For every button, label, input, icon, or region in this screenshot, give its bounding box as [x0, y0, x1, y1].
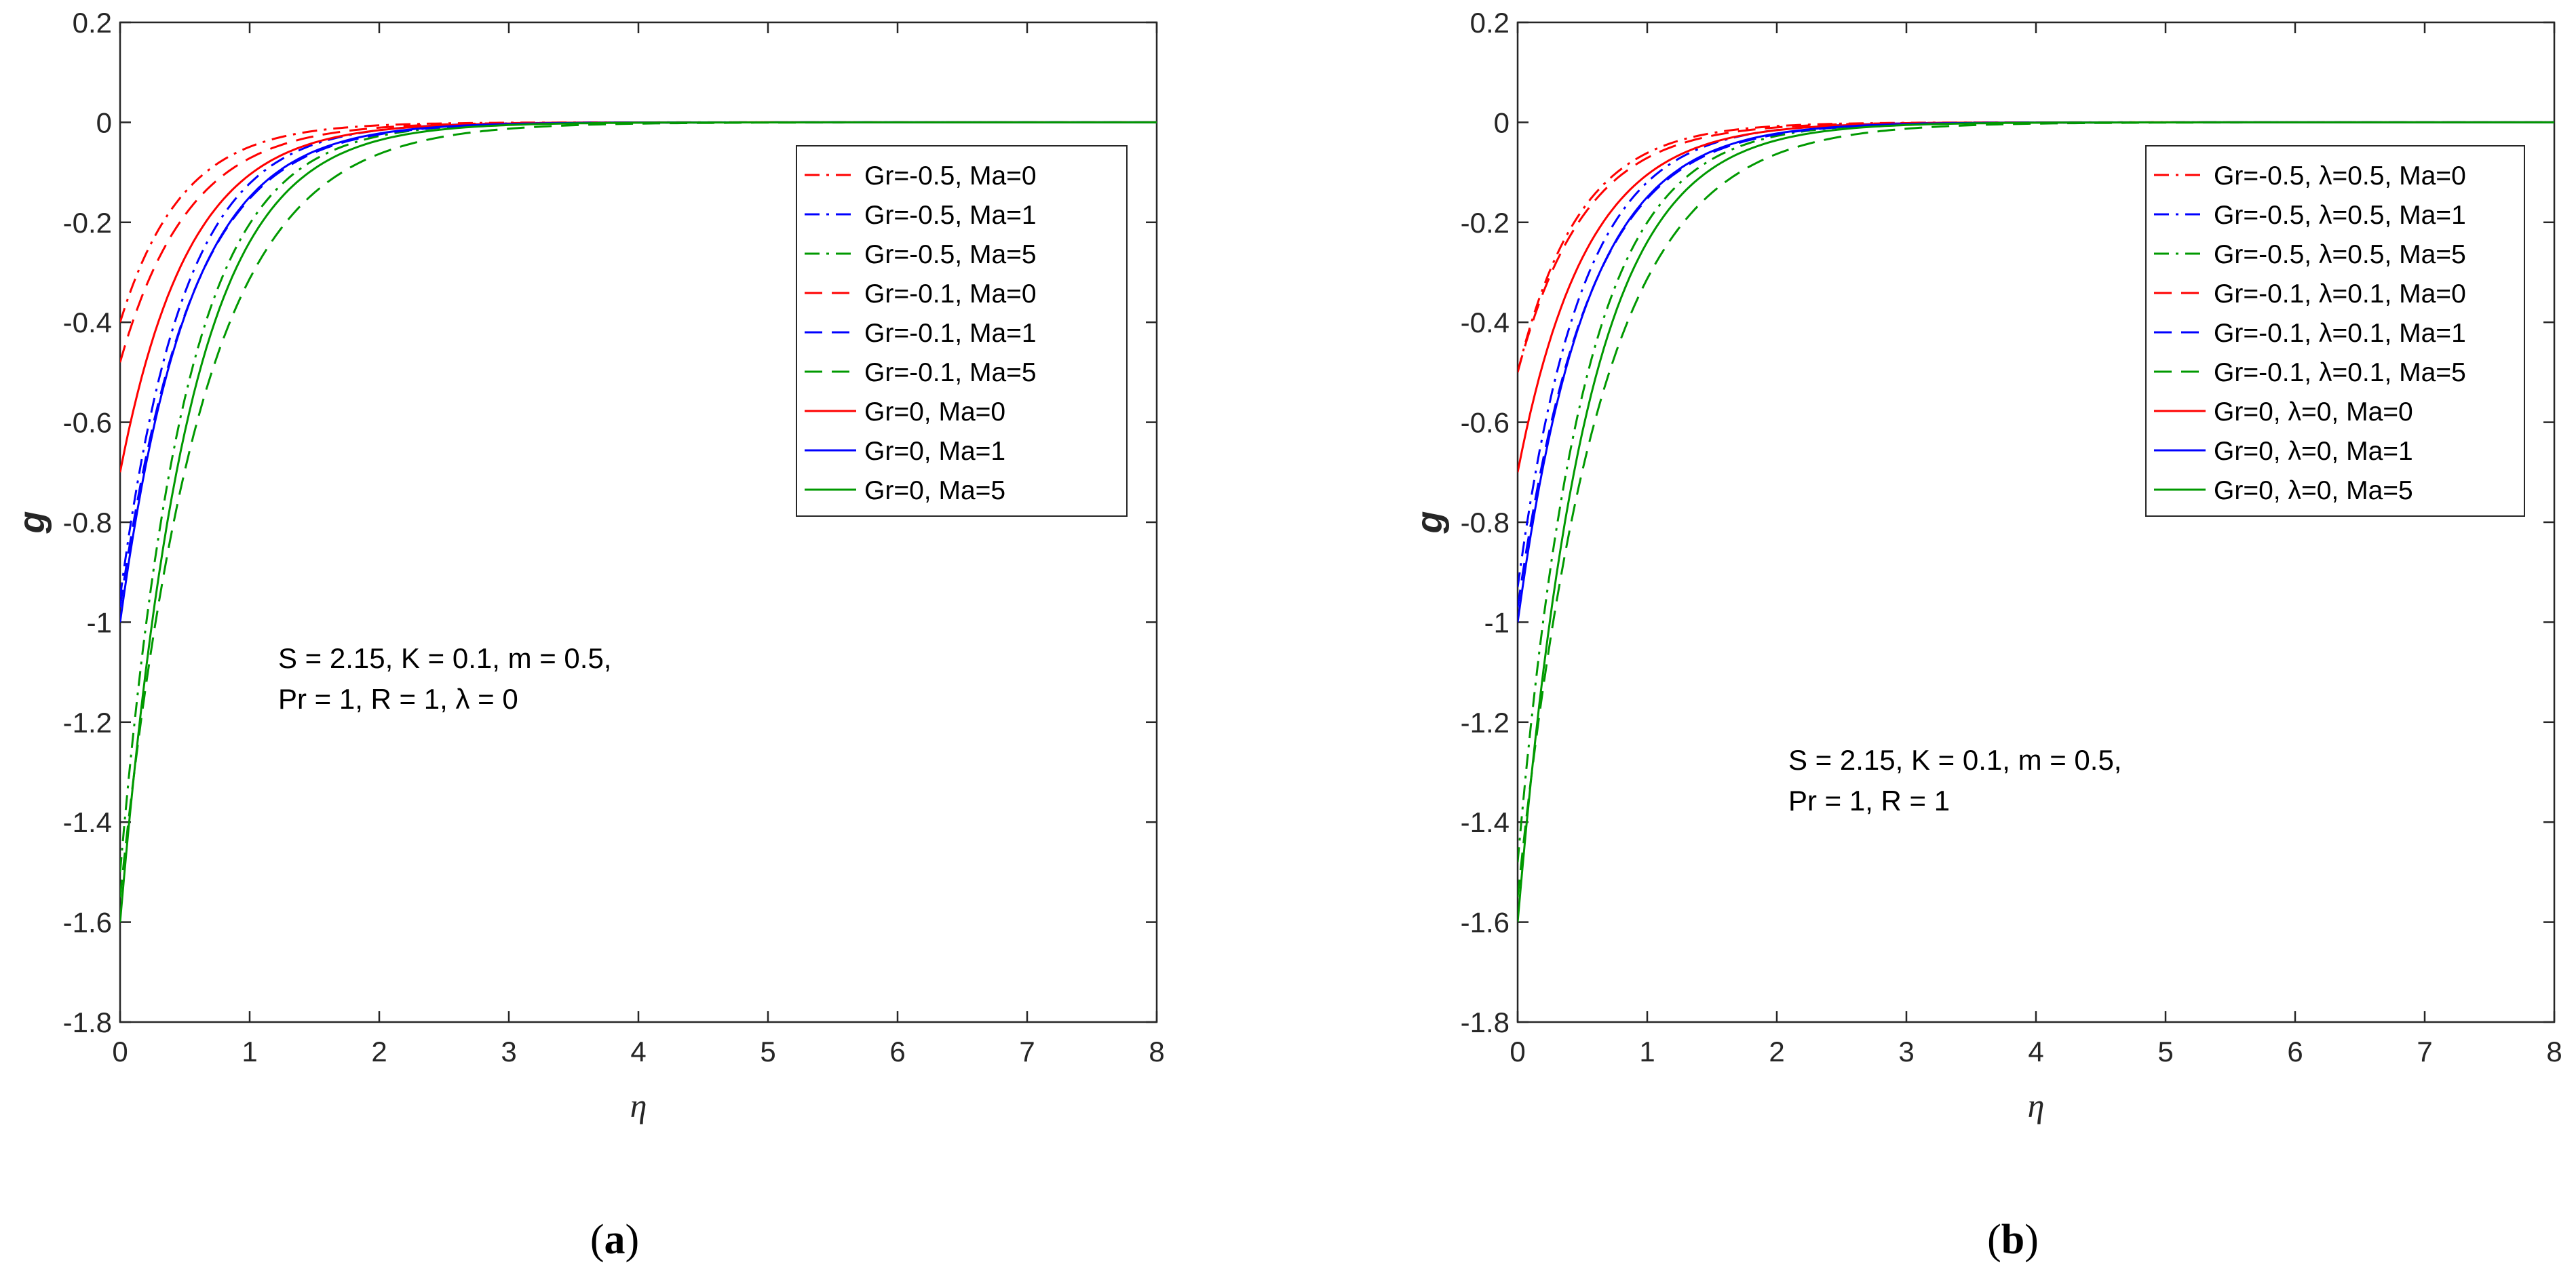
x-tick-label: 0 [112, 1036, 128, 1068]
legend-entry: Gr=-0.1, λ=0.1, Ma=1 [2214, 319, 2466, 348]
y-tick-label: -0.8 [1461, 507, 1510, 538]
x-tick-label: 1 [242, 1036, 257, 1068]
x-tick-label: 1 [1639, 1036, 1655, 1068]
series-group [120, 121, 1157, 922]
y-axis-label: g [12, 511, 52, 534]
panel-b: 0 1 2 3 4 5 6 7 8 0.2 0 -0.2 -0.4 -0.6 -0.8 -1 -1.2 -1.4 -… [1409, 7, 2562, 1263]
x-axis-label: η [2028, 1086, 2045, 1124]
legend-box [2145, 145, 2525, 517]
legend-entry: Gr=-0.5, λ=0.5, Ma=5 [2214, 240, 2466, 269]
y-tick-label: -0.2 [63, 207, 112, 239]
legend-entry: Gr=-0.1, Ma=1 [864, 319, 1037, 348]
x-tick-label: 7 [2417, 1036, 2432, 1068]
legend-entry: Gr=-0.5, λ=0.5, Ma=0 [2214, 161, 2466, 191]
series-line-5 [1518, 121, 2554, 608]
series-line-9 [120, 121, 1157, 922]
legend-entry: Gr=-0.5, Ma=0 [864, 161, 1037, 191]
annotation-line: S = 2.15, K = 0.1, m = 0.5, [1788, 744, 2121, 776]
x-tick-label: 6 [889, 1036, 905, 1068]
x-tick-label: 4 [2028, 1036, 2043, 1068]
x-tick-label: 7 [1019, 1036, 1035, 1068]
legend-entry: Gr=-0.5, λ=0.5, Ma=1 [2214, 201, 2466, 230]
y-tick-label: -0.4 [1461, 307, 1510, 338]
y-tick-label: -1.4 [1461, 806, 1510, 838]
y-tick-label: -1.8 [63, 1006, 112, 1038]
x-tick-label: 8 [2546, 1036, 2562, 1068]
legend: Gr=-0.5, λ=0.5, Ma=0 Gr=-0.5, λ=0.5, Ma=1… [2145, 145, 2525, 517]
x-axis-label: η [630, 1086, 647, 1124]
series-line-4 [1518, 121, 2554, 373]
y-tick-label: -1.8 [1461, 1006, 1510, 1038]
legend-entry: Gr=-0.1, Ma=5 [864, 358, 1037, 387]
legend-entry: Gr=0, Ma=0 [864, 397, 1005, 427]
panel-a: 0 1 2 3 4 5 6 7 8 0.2 0 -0.2 -0.4 -0.6 -0.8 -1 -1.2 -1.4 -… [12, 7, 1165, 1263]
y-tick-label: -1 [87, 606, 112, 638]
legend-entry: Gr=0, λ=0, Ma=5 [2214, 476, 2413, 505]
x-tick-label: 0 [1510, 1036, 1525, 1068]
y-tick-label: 0 [96, 106, 112, 138]
x-tick-label: 6 [2287, 1036, 2303, 1068]
legend: Gr=-0.5, Ma=0 Gr=-0.5, Ma=1 Gr=-0.5, Ma=5 G… [796, 145, 1128, 517]
x-tick-label: 8 [1149, 1036, 1164, 1068]
y-tick-label: -0.2 [1461, 207, 1510, 239]
series-group [1518, 121, 2554, 922]
series-line-9 [1518, 121, 2554, 922]
y-tick-label: -0.6 [63, 407, 112, 439]
series-line-3 [1518, 121, 2554, 863]
legend-entry: Gr=-0.5, Ma=5 [864, 240, 1037, 269]
y-tick-label: -1.6 [1461, 907, 1510, 939]
y-tick-label: -0.4 [63, 307, 112, 338]
legend-box [796, 145, 1128, 517]
x-tick-label: 2 [1769, 1036, 1784, 1068]
x-tick-label: 3 [501, 1036, 516, 1068]
panel-caption: (b) [1987, 1217, 2039, 1263]
y-tick-label: -0.6 [1461, 407, 1510, 439]
y-tick-label: 0.2 [1470, 7, 1510, 39]
legend-entry: Gr=-0.1, λ=0.1, Ma=0 [2214, 279, 2466, 309]
x-tick-label: 3 [1898, 1036, 1914, 1068]
y-tick-label: -1.2 [63, 707, 112, 739]
legend-entry: Gr=0, λ=0, Ma=1 [2214, 437, 2413, 466]
y-tick-label: -1.4 [63, 806, 112, 838]
legend-entry: Gr=0, λ=0, Ma=0 [2214, 397, 2413, 427]
panel-caption: (a) [590, 1217, 639, 1263]
annotation-line: Pr = 1, R = 1, λ = 0 [278, 683, 518, 715]
legend-entry: Gr=-0.1, Ma=0 [864, 279, 1037, 309]
x-tick-label: 2 [371, 1036, 387, 1068]
annotation-line: S = 2.15, K = 0.1, m = 0.5, [278, 642, 611, 674]
y-tick-label: 0 [1494, 106, 1510, 138]
annotation-line: Pr = 1, R = 1 [1788, 785, 1950, 817]
x-tick-label: 5 [760, 1036, 775, 1068]
y-axis-label: g [1409, 511, 1450, 534]
y-tick-label: -0.8 [63, 507, 112, 538]
y-tick-label: 0.2 [73, 7, 112, 39]
series-line-3 [120, 121, 1157, 873]
y-tick-label: -1.6 [63, 907, 112, 939]
x-tick-label: 5 [2157, 1036, 2173, 1068]
y-tick-label: -1.2 [1461, 707, 1510, 739]
legend-entry: Gr=-0.5, Ma=1 [864, 201, 1037, 230]
x-tick-label: 4 [630, 1036, 646, 1068]
legend-entry: Gr=0, Ma=5 [864, 476, 1005, 505]
y-tick-label: -1 [1484, 606, 1510, 638]
legend-entry: Gr=-0.1, λ=0.1, Ma=5 [2214, 358, 2466, 387]
legend-entry: Gr=0, Ma=1 [864, 437, 1005, 466]
